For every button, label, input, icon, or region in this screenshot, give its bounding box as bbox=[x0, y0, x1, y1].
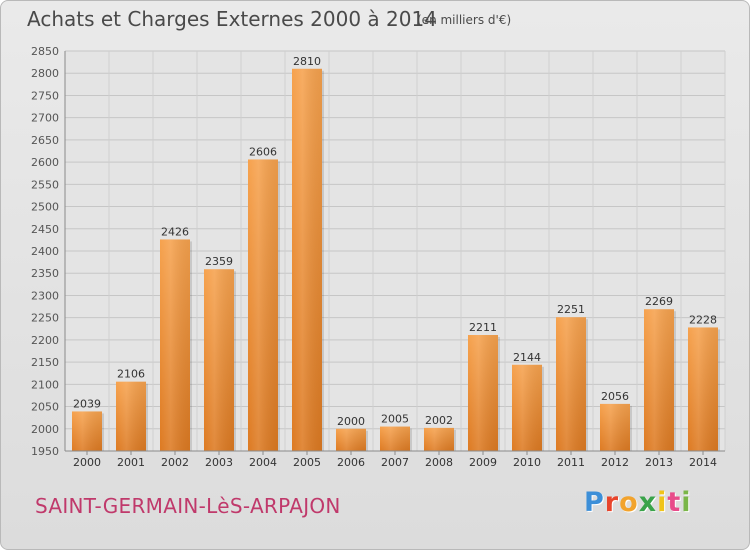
y-tick-label: 2100 bbox=[31, 378, 59, 391]
data-label: 2359 bbox=[205, 255, 233, 268]
x-tick-label: 2003 bbox=[205, 456, 233, 469]
logo-letter: t bbox=[667, 487, 682, 518]
data-label: 2606 bbox=[249, 145, 277, 158]
y-tick-label: 2700 bbox=[31, 112, 59, 125]
bar-shine bbox=[556, 317, 586, 451]
bar-shine bbox=[380, 426, 410, 451]
logo-letter: x bbox=[638, 487, 658, 518]
bar-shine bbox=[72, 411, 102, 451]
data-label: 2000 bbox=[337, 415, 365, 428]
bar-shine bbox=[292, 68, 322, 452]
logo-letter: o bbox=[619, 487, 639, 518]
data-label: 2039 bbox=[73, 397, 101, 410]
proxiti-logo: Proxiti bbox=[584, 487, 692, 518]
y-tick-label: 2800 bbox=[31, 67, 59, 80]
bar-shine bbox=[160, 239, 190, 451]
x-tick-label: 2013 bbox=[645, 456, 673, 469]
x-tick-label: 2000 bbox=[73, 456, 101, 469]
bar-shine bbox=[204, 269, 234, 451]
data-label: 2269 bbox=[645, 295, 673, 308]
data-label: 2426 bbox=[161, 225, 189, 238]
x-tick-label: 2005 bbox=[293, 456, 321, 469]
y-tick-label: 2850 bbox=[31, 45, 59, 58]
x-tick-label: 2008 bbox=[425, 456, 453, 469]
bar-shine bbox=[248, 159, 278, 451]
x-tick-label: 2001 bbox=[117, 456, 145, 469]
y-tick-label: 2200 bbox=[31, 334, 59, 347]
y-tick-label: 2400 bbox=[31, 245, 59, 258]
data-label: 2144 bbox=[513, 351, 541, 364]
x-tick-label: 2006 bbox=[337, 456, 365, 469]
x-tick-label: 2009 bbox=[469, 456, 497, 469]
bar-shine bbox=[688, 327, 718, 451]
bar-shine bbox=[336, 428, 366, 451]
data-label: 2002 bbox=[425, 414, 453, 427]
data-label: 2211 bbox=[469, 321, 497, 334]
x-tick-label: 2002 bbox=[161, 456, 189, 469]
y-tick-label: 2300 bbox=[31, 289, 59, 302]
data-label: 2005 bbox=[381, 413, 409, 426]
y-tick-label: 2500 bbox=[31, 201, 59, 214]
x-tick-label: 2011 bbox=[557, 456, 585, 469]
y-tick-label: 2450 bbox=[31, 223, 59, 236]
bar-shine bbox=[116, 381, 146, 451]
x-tick-label: 2004 bbox=[249, 456, 277, 469]
bar-shine bbox=[600, 403, 630, 451]
y-tick-label: 2600 bbox=[31, 156, 59, 169]
y-tick-label: 2650 bbox=[31, 134, 59, 147]
y-tick-label: 2550 bbox=[31, 178, 59, 191]
data-label: 2056 bbox=[601, 390, 629, 403]
y-tick-label: 2050 bbox=[31, 401, 59, 414]
y-tick-label: 2250 bbox=[31, 312, 59, 325]
data-label: 2106 bbox=[117, 368, 145, 381]
y-tick-label: 2150 bbox=[31, 356, 59, 369]
bar-shine bbox=[644, 309, 674, 451]
logo-letter: P bbox=[584, 487, 605, 518]
logo-letter: i bbox=[681, 487, 692, 518]
x-tick-label: 2012 bbox=[601, 456, 629, 469]
data-label: 2810 bbox=[293, 55, 321, 68]
bar-shine bbox=[424, 427, 454, 451]
x-tick-label: 2007 bbox=[381, 456, 409, 469]
data-label: 2228 bbox=[689, 313, 717, 326]
data-label: 2251 bbox=[557, 303, 585, 316]
y-tick-label: 2350 bbox=[31, 267, 59, 280]
bar-shine bbox=[468, 335, 498, 451]
logo-letter: i bbox=[657, 487, 668, 518]
commune-name: SAINT-GERMAIN-LèS-ARPAJON bbox=[35, 494, 341, 518]
bar-shine bbox=[512, 364, 542, 451]
y-tick-label: 2750 bbox=[31, 89, 59, 102]
y-tick-label: 1950 bbox=[31, 445, 59, 458]
chart-title: Achats et Charges Externes 2000 à 2014 bbox=[27, 7, 437, 31]
logo-letter: r bbox=[604, 487, 620, 518]
x-tick-label: 2014 bbox=[689, 456, 717, 469]
x-tick-label: 2010 bbox=[513, 456, 541, 469]
y-tick-label: 2000 bbox=[31, 423, 59, 436]
chart-subtitle: (en milliers d'€) bbox=[417, 13, 512, 27]
